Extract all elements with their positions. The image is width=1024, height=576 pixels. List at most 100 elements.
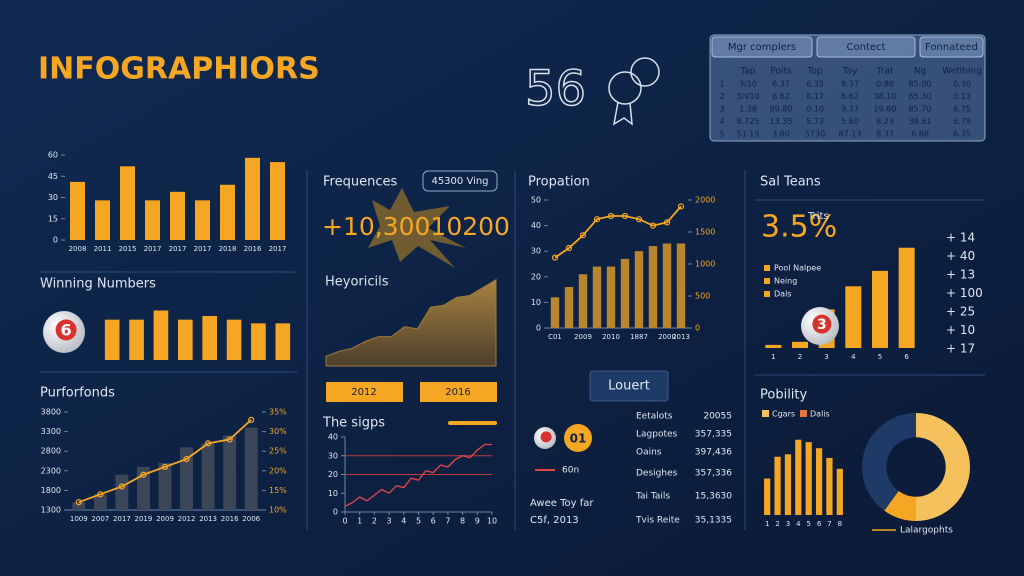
y-tick-label: 15 <box>48 214 58 223</box>
legend-label: Neing <box>774 277 797 286</box>
bar <box>226 319 242 360</box>
panel-title: Pobility <box>760 388 808 403</box>
bar <box>606 266 616 328</box>
x-tick-label: 2017 <box>113 515 131 523</box>
ball-spot <box>55 319 77 341</box>
x-tick-label: 10 <box>487 517 497 526</box>
x-tick-label: 1009 <box>70 515 88 523</box>
x-tick-label: 8 <box>838 520 842 528</box>
line-point <box>140 471 147 478</box>
y-tick-label: 40 <box>328 433 338 442</box>
legend-label: Pool Nalpee <box>774 264 821 273</box>
donut-segment <box>884 491 916 521</box>
x-tick-label: 9 <box>475 517 480 526</box>
bar <box>795 439 802 515</box>
table-cell: 13.35 <box>770 117 793 126</box>
table-cell: 0.10 <box>806 105 824 114</box>
table-cell: 6.79 <box>953 117 971 126</box>
side-label: + 100 <box>946 286 983 300</box>
table-cell: 8.725 <box>737 117 760 126</box>
y-tick-label: 3800 <box>41 408 61 417</box>
x-tick-label: 2007 <box>91 515 109 523</box>
x-tick-label: 1 <box>357 517 362 526</box>
table-cell: 1 <box>719 80 724 89</box>
bar <box>145 200 160 240</box>
table-cell: 0.13 <box>953 92 971 101</box>
line-point <box>579 232 587 239</box>
x-tick-label: C01 <box>548 333 562 341</box>
louert-label: Louert <box>608 379 650 394</box>
line-point <box>649 222 657 229</box>
badge-circle <box>564 424 592 452</box>
table-cell: 3/V10 <box>736 92 759 101</box>
bar <box>170 191 185 240</box>
badge-number: 56 <box>525 61 586 117</box>
x-tick-label: 2017 <box>194 245 212 253</box>
line-point <box>205 440 212 447</box>
line-point <box>161 463 169 470</box>
x-tick-label: 2017 <box>169 245 187 253</box>
legend-swatch <box>764 291 770 297</box>
table-header: Wetlhing <box>942 67 982 77</box>
y-tick-label: 0 <box>53 236 58 245</box>
line-point <box>635 216 643 223</box>
side-label: + 14 <box>946 231 975 245</box>
x-tick-label: 2017 <box>144 245 162 253</box>
y2-tick-label: 1500 <box>695 228 715 237</box>
line-point <box>607 212 615 220</box>
bar <box>178 319 193 360</box>
year-button-label: 2012 <box>351 387 376 398</box>
bar <box>792 341 808 348</box>
table-cell: 6.35 <box>806 80 824 89</box>
bar <box>93 494 107 510</box>
y-tick-label: 10 <box>531 298 541 307</box>
y-tick-label: 50 <box>531 196 541 205</box>
table-header: Tap <box>739 67 756 77</box>
badge-box <box>422 170 498 192</box>
bar <box>158 462 172 510</box>
x-tick-label: 3 <box>786 520 790 528</box>
table-cell: 2 <box>719 92 724 101</box>
x-tick-label: 4 <box>796 520 801 528</box>
x-tick-label: 8 <box>460 517 465 526</box>
bar <box>251 323 266 360</box>
y2-tick-label: 20% <box>269 466 287 475</box>
bar <box>70 181 85 240</box>
x-tick-label: 2009 <box>156 515 174 523</box>
list-value: 357,335 <box>695 430 732 440</box>
x-tick-label: 6 <box>817 520 822 528</box>
line-point <box>75 499 82 506</box>
table-cell: 0.30 <box>953 80 971 89</box>
bar <box>774 456 781 515</box>
x-tick-label: 1 <box>771 353 775 361</box>
table-cell: 65.30 <box>909 92 932 101</box>
x-tick-label: 2015 <box>119 245 137 253</box>
y2-tick-label: 0 <box>695 324 700 333</box>
year-button <box>420 382 497 402</box>
table-cell: 85.00 <box>909 80 932 89</box>
y2-tick-label: 1000 <box>695 260 715 269</box>
y-tick-label: 40 <box>531 221 541 230</box>
line-point <box>621 212 629 220</box>
y-tick-label: 30 <box>531 247 541 256</box>
legend-swatch <box>800 410 807 417</box>
table-cell: 5 <box>719 130 724 139</box>
legend-swatch <box>764 278 770 284</box>
bar <box>764 478 771 515</box>
louert-button <box>589 370 669 402</box>
x-tick-label: 2006 <box>242 515 260 523</box>
y2-tick-label: 25% <box>269 447 287 456</box>
list-value: 20055 <box>703 412 732 422</box>
panel-title: Heyoricils <box>325 275 389 290</box>
tab-label: Contect <box>847 42 886 53</box>
bar <box>223 435 237 510</box>
bar <box>872 270 888 348</box>
table-header: Trat <box>876 67 894 77</box>
y-tick-label: 1300 <box>41 506 61 515</box>
panel-title: Frequences <box>323 175 397 190</box>
legend-label: Cgars <box>772 410 795 419</box>
bar <box>805 442 812 515</box>
line-series <box>554 205 682 259</box>
bar <box>765 344 782 348</box>
